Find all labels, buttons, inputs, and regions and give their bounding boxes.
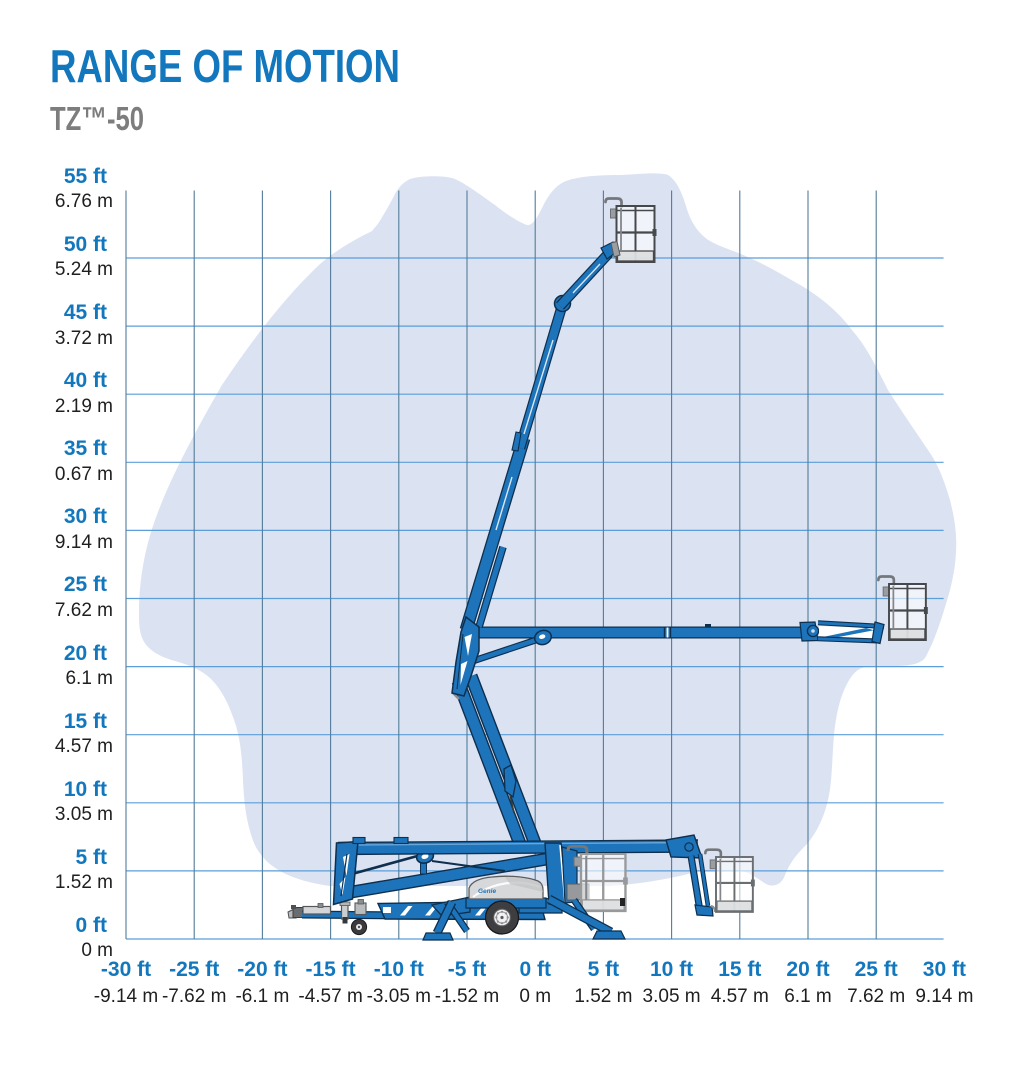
svg-text:0 ft: 0 ft	[519, 958, 551, 981]
svg-text:50 ft: 50 ft	[64, 233, 107, 256]
svg-text:-10 ft: -10 ft	[374, 958, 424, 981]
svg-text:-25 ft: -25 ft	[169, 958, 219, 981]
svg-text:3.05 m: 3.05 m	[55, 804, 113, 825]
svg-text:7.62 m: 7.62 m	[847, 986, 905, 1007]
svg-text:25 ft: 25 ft	[855, 958, 898, 981]
svg-text:1.52 m: 1.52 m	[574, 986, 632, 1007]
svg-text:10 ft: 10 ft	[650, 958, 693, 981]
svg-text:9.14 m: 9.14 m	[55, 532, 113, 553]
svg-text:45 ft: 45 ft	[64, 301, 107, 324]
svg-text:-30 ft: -30 ft	[101, 958, 151, 981]
svg-text:6.1 m: 6.1 m	[65, 668, 113, 689]
svg-text:RANGE OF MOTION: RANGE OF MOTION	[50, 40, 400, 92]
svg-text:3.05 m: 3.05 m	[643, 986, 701, 1007]
svg-text:15 ft: 15 ft	[64, 710, 107, 733]
svg-text:1.52 m: 1.52 m	[55, 872, 113, 893]
svg-text:4.57 m: 4.57 m	[711, 986, 769, 1007]
svg-text:10 ft: 10 ft	[64, 778, 107, 801]
svg-text:20 ft: 20 ft	[786, 958, 829, 981]
svg-text:-7.62 m: -7.62 m	[162, 986, 226, 1007]
svg-text:3.72 m: 3.72 m	[55, 328, 113, 349]
svg-text:2.19 m: 2.19 m	[55, 396, 113, 417]
svg-text:-20 ft: -20 ft	[237, 958, 287, 981]
svg-text:TZ™-50: TZ™-50	[50, 100, 144, 137]
svg-text:15 ft: 15 ft	[718, 958, 761, 981]
svg-text:-6.1 m: -6.1 m	[235, 986, 289, 1007]
svg-text:55 ft: 55 ft	[64, 165, 107, 188]
svg-text:5.24 m: 5.24 m	[55, 259, 113, 280]
svg-text:20 ft: 20 ft	[64, 642, 107, 665]
svg-text:6.76 m: 6.76 m	[55, 191, 113, 212]
svg-text:5 ft: 5 ft	[76, 846, 108, 869]
svg-text:0 m: 0 m	[519, 986, 551, 1007]
svg-text:6.1 m: 6.1 m	[784, 986, 832, 1007]
svg-text:-9.14 m: -9.14 m	[94, 986, 158, 1007]
svg-text:30 ft: 30 ft	[923, 958, 966, 981]
svg-text:-3.05 m: -3.05 m	[367, 986, 431, 1007]
svg-text:4.57 m: 4.57 m	[55, 736, 113, 757]
svg-text:7.62 m: 7.62 m	[55, 600, 113, 621]
svg-text:0.67 m: 0.67 m	[55, 464, 113, 485]
svg-text:9.14 m: 9.14 m	[915, 986, 973, 1007]
svg-text:25 ft: 25 ft	[64, 573, 107, 596]
svg-text:-15 ft: -15 ft	[306, 958, 356, 981]
svg-text:30 ft: 30 ft	[64, 505, 107, 528]
svg-text:Genie: Genie	[478, 888, 496, 895]
svg-text:35 ft: 35 ft	[64, 437, 107, 460]
svg-text:0 m: 0 m	[81, 940, 113, 961]
svg-text:-1.52 m: -1.52 m	[435, 986, 499, 1007]
svg-text:-4.57 m: -4.57 m	[298, 986, 362, 1007]
svg-text:0 ft: 0 ft	[76, 914, 108, 937]
svg-text:5 ft: 5 ft	[588, 958, 620, 981]
svg-text:-5 ft: -5 ft	[448, 958, 487, 981]
svg-text:40 ft: 40 ft	[64, 369, 107, 392]
